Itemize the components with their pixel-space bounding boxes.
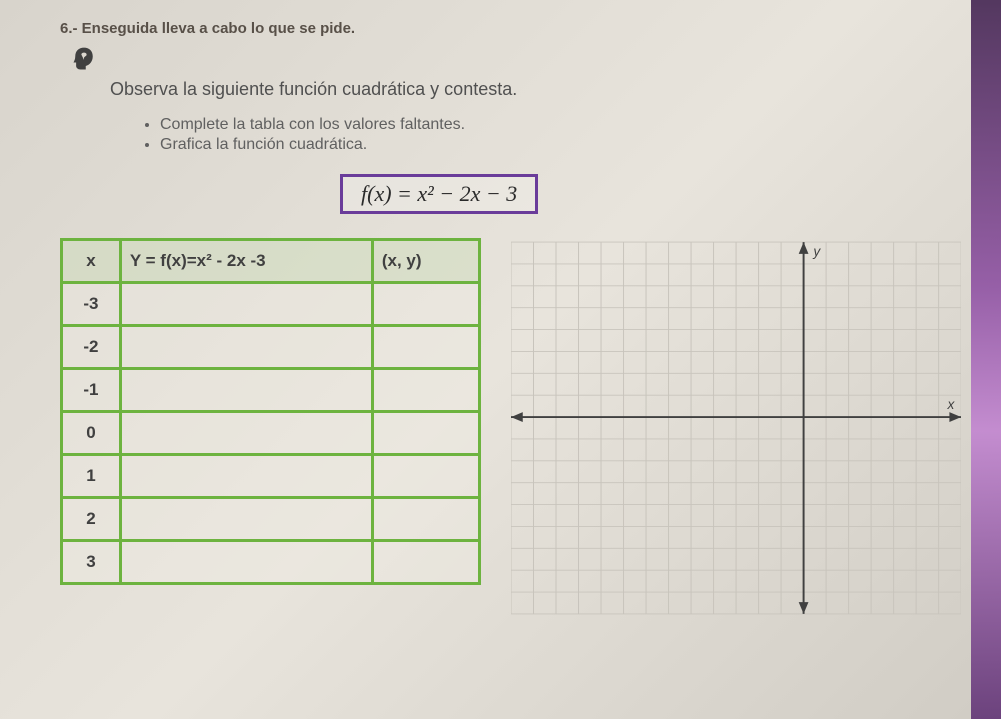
svg-text:y: y <box>812 244 821 259</box>
formula-rhs: x² − 2x − 3 <box>417 181 517 206</box>
head-icon <box>70 45 98 73</box>
bullet-1: Complete la tabla con los valores faltan… <box>160 116 961 134</box>
cell-y[interactable] <box>120 498 372 541</box>
cell-point[interactable] <box>372 369 479 412</box>
cell-point[interactable] <box>372 412 479 455</box>
table-row: 1 <box>62 455 480 498</box>
svg-text:x: x <box>946 397 955 412</box>
cell-x: 3 <box>62 541 121 584</box>
table-header-point: (x, y) <box>372 240 479 283</box>
table-header-y: Y = f(x)=x² - 2x -3 <box>120 240 372 283</box>
cell-y[interactable] <box>120 541 372 584</box>
question-number: 6.- Enseguida lleva a cabo lo que se pid… <box>60 20 961 37</box>
function-table: x Y = f(x)=x² - 2x -3 (x, y) -3 -2 -1 <box>60 238 481 585</box>
table-row: -2 <box>62 326 480 369</box>
cell-point[interactable] <box>372 541 479 584</box>
cell-point[interactable] <box>372 498 479 541</box>
table-row: -1 <box>62 369 480 412</box>
formula-eq: = <box>397 181 417 206</box>
cell-x: 2 <box>62 498 121 541</box>
instruction-bullets: Complete la tabla con los valores faltan… <box>120 116 961 154</box>
cell-y[interactable] <box>120 326 372 369</box>
table-row: 3 <box>62 541 480 584</box>
cell-y[interactable] <box>120 412 372 455</box>
coordinate-grid: yx <box>511 238 961 618</box>
formula-box: f(x) = x² − 2x − 3 <box>340 174 538 214</box>
formula-lhs: f(x) <box>361 181 392 206</box>
instruction-main: Observa la siguiente función cuadrática … <box>110 79 961 100</box>
cell-y[interactable] <box>120 455 372 498</box>
cell-point[interactable] <box>372 326 479 369</box>
table-row: -3 <box>62 283 480 326</box>
cell-x: -2 <box>62 326 121 369</box>
table-row: 0 <box>62 412 480 455</box>
cell-point[interactable] <box>372 283 479 326</box>
cell-x: 1 <box>62 455 121 498</box>
cell-x: -1 <box>62 369 121 412</box>
cell-x: 0 <box>62 412 121 455</box>
table-header-x: x <box>62 240 121 283</box>
cell-x: -3 <box>62 283 121 326</box>
cell-point[interactable] <box>372 455 479 498</box>
table-row: 2 <box>62 498 480 541</box>
cell-y[interactable] <box>120 369 372 412</box>
cell-y[interactable] <box>120 283 372 326</box>
bullet-2: Grafica la función cuadrática. <box>160 136 961 154</box>
decorative-right-strip <box>971 0 1001 719</box>
